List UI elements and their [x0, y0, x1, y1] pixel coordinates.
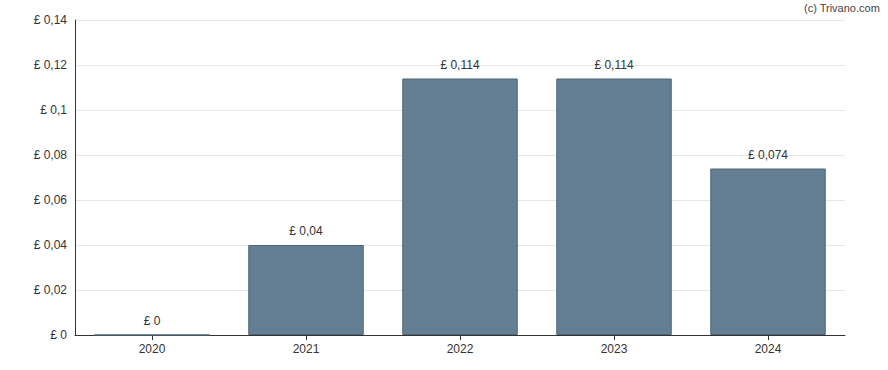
- svg-text:£ 0: £ 0: [50, 328, 67, 342]
- svg-text:(c) Trivano.com: (c) Trivano.com: [804, 2, 880, 14]
- svg-text:£ 0,114: £ 0,114: [594, 58, 633, 72]
- svg-text:2023: 2023: [601, 342, 628, 356]
- svg-text:£ 0,12: £ 0,12: [34, 58, 68, 72]
- svg-text:£ 0,1: £ 0,1: [40, 103, 67, 117]
- svg-text:£ 0,074: £ 0,074: [748, 148, 788, 162]
- svg-text:2021: 2021: [293, 342, 320, 356]
- svg-text:2022: 2022: [447, 342, 474, 356]
- svg-text:£ 0: £ 0: [144, 314, 161, 328]
- svg-text:£ 0,114: £ 0,114: [440, 58, 479, 72]
- svg-text:£ 0,04: £ 0,04: [34, 238, 68, 252]
- svg-text:£ 0,04: £ 0,04: [289, 224, 323, 238]
- svg-text:£ 0,06: £ 0,06: [34, 193, 68, 207]
- svg-text:2020: 2020: [139, 342, 166, 356]
- svg-text:£ 0,02: £ 0,02: [34, 283, 68, 297]
- svg-text:2024: 2024: [755, 342, 782, 356]
- svg-text:£ 0,08: £ 0,08: [34, 148, 68, 162]
- svg-text:£ 0,14: £ 0,14: [34, 13, 68, 27]
